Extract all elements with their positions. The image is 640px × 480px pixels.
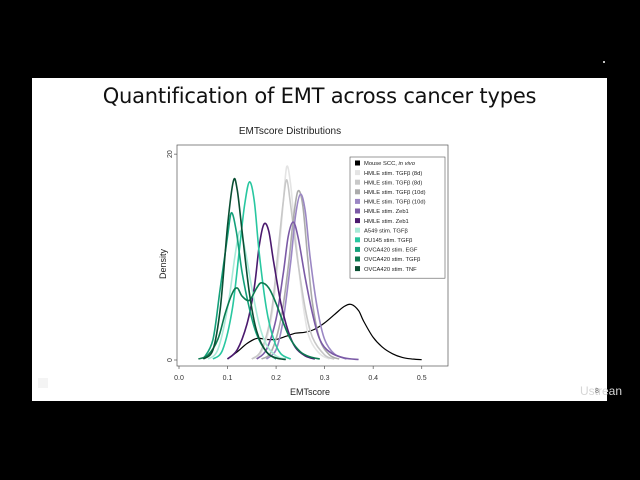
legend-swatch — [355, 246, 360, 252]
legend-swatch — [355, 170, 360, 176]
series-line — [198, 282, 320, 360]
y-axis: 0 20 — [167, 150, 177, 362]
pointer-dot — [603, 61, 605, 63]
series-line — [202, 177, 286, 361]
x-axis-label: EMTscore — [290, 387, 330, 397]
series-line — [256, 221, 359, 361]
legend-label: OVCA420 stim. EGF — [364, 248, 418, 254]
legend-swatch — [355, 266, 360, 272]
series-line — [251, 179, 335, 360]
legend-label: Mouse SCC, in vivo — [364, 161, 416, 167]
legend-swatch — [355, 256, 360, 262]
y-axis-label: Density — [158, 248, 168, 279]
plot-frame — [176, 144, 449, 367]
watermark: Ustrean — [580, 384, 623, 398]
y-tick-label: 0 — [167, 358, 174, 362]
series-line — [251, 165, 330, 360]
x-tick-label: 0.2 — [271, 375, 281, 382]
x-tick-label: 0.1 — [223, 375, 233, 382]
x-tick-label: 0.4 — [368, 375, 378, 382]
density-curves — [198, 165, 422, 361]
legend-label: HMLE stim. TGFβ (8d) — [364, 180, 422, 186]
legend-swatch — [355, 189, 360, 195]
series-line — [265, 193, 347, 360]
series-line — [202, 211, 277, 360]
y-tick-label: 20 — [167, 150, 174, 158]
legend-swatch — [355, 160, 360, 166]
legend-label: DU145 stim. TGFβ — [364, 238, 413, 244]
legend-swatch — [355, 227, 360, 233]
legend-swatch — [355, 237, 360, 243]
slide-number: 8 — [595, 388, 599, 395]
legend-label: HMLE stim. Zeb1 — [364, 219, 409, 225]
x-tick-label: 0.0 — [174, 375, 184, 382]
legend-swatch — [355, 218, 360, 224]
legend-swatch — [355, 198, 360, 204]
legend-label: OVCA420 stim. TNF — [364, 267, 417, 273]
footer-mark — [38, 378, 48, 388]
legend-label: OVCA420 stim. TGFβ — [364, 257, 421, 263]
slide: Quantification of EMT across cancer type… — [32, 78, 622, 401]
legend-label: HMLE stim. TGFβ (10d) — [364, 200, 426, 206]
x-axis: 0.0 0.1 0.2 0.3 0.4 0.5 — [174, 366, 427, 382]
density-chart: EMTscore Distributions 0.0 0.1 0.2 0.3 0.4 0.… — [158, 126, 449, 397]
legend-label: A549 stim. TGFβ — [364, 228, 408, 234]
x-tick-label: 0.5 — [417, 375, 427, 382]
chart-title: EMTscore Distributions — [239, 126, 341, 137]
series-line — [212, 181, 292, 360]
legend-swatch — [355, 179, 360, 185]
legend-swatch — [355, 208, 360, 214]
legend-label: HMLE stim. TGFβ (8d) — [364, 171, 422, 177]
series-line — [227, 303, 422, 361]
x-tick-label: 0.3 — [320, 375, 330, 382]
legend-label: HMLE stim. Zeb1 — [364, 209, 409, 215]
legend-box — [349, 156, 446, 279]
legend-label: HMLE stim. TGFβ (10d) — [364, 190, 426, 196]
slide-title: Quantification of EMT across cancer type… — [102, 84, 537, 108]
legend: Mouse SCC, in vivo HMLE stim. TGFβ (8d) HM… — [349, 156, 446, 279]
